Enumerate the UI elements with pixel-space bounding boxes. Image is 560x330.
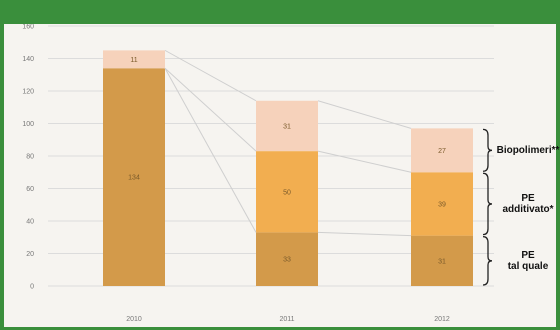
- connector-line: [317, 100, 412, 129]
- data-label: 31: [438, 258, 446, 265]
- data-label: 39: [438, 201, 446, 208]
- bar-segment-biopolimeri: [256, 100, 318, 152]
- data-label: 134: [128, 175, 140, 182]
- brace-biopolimeri: [482, 128, 493, 172]
- y-tick-label: 40: [26, 219, 34, 226]
- brace-additivato: [482, 172, 493, 236]
- legend-label-line: additivato*: [502, 203, 554, 215]
- legend-label-biopolimeri: Biopolimeri**: [495, 145, 560, 156]
- stacked-bar-chart: 0 20 40 60 80 100 120 140 160 134 11 2010 33 50 31 2011…: [22, 24, 494, 323]
- x-tick-label: 2012: [434, 316, 450, 323]
- legend-label-line: PE: [521, 192, 535, 204]
- connector-line: [164, 68, 257, 233]
- bar-segment-additivato: [411, 172, 473, 236]
- brace-tal_quale: [482, 235, 493, 286]
- connector-line: [317, 150, 412, 173]
- x-tick-label: 2010: [126, 316, 142, 323]
- y-tick-label: 100: [22, 121, 34, 128]
- bar-segment-biopolimeri: [411, 128, 473, 173]
- bar-segment-tal_quale: [103, 68, 165, 286]
- x-tick-label: 2011: [279, 316, 294, 323]
- y-tick-label: 160: [22, 24, 34, 31]
- bar-segment-biopolimeri: [103, 50, 165, 69]
- y-tick-label: 80: [26, 154, 34, 161]
- y-tick-label: 20: [26, 251, 34, 258]
- y-tick-label: 120: [22, 89, 34, 96]
- bar-segment-tal_quale: [411, 235, 473, 286]
- connector-line: [164, 67, 257, 152]
- data-label: 50: [283, 189, 291, 196]
- legend-label-line: PE: [521, 249, 535, 261]
- bar-segment-additivato: [256, 151, 318, 233]
- connector-line: [164, 49, 257, 102]
- y-tick-label: 0: [30, 284, 34, 291]
- connector-line: [317, 231, 412, 237]
- legend-label-line: tal quale: [507, 260, 549, 272]
- data-label: 27: [438, 148, 446, 155]
- data-label: 31: [283, 123, 291, 130]
- legend-label-additivato: PE additivato*: [495, 193, 560, 215]
- legend-label-tal_quale: PE tal quale: [495, 250, 560, 272]
- data-label: 33: [283, 257, 291, 264]
- y-tick-label: 60: [26, 186, 34, 193]
- y-tick-label: 140: [22, 56, 34, 63]
- chart-header: [0, 0, 560, 24]
- legend-label-line: Biopolimeri**: [496, 144, 560, 156]
- chart-panel: 0 20 40 60 80 100 120 140 160 134 11 2010 33 50 31 2011…: [4, 24, 556, 327]
- data-label: 11: [130, 57, 137, 64]
- bar-segment-tal_quale: [256, 232, 318, 286]
